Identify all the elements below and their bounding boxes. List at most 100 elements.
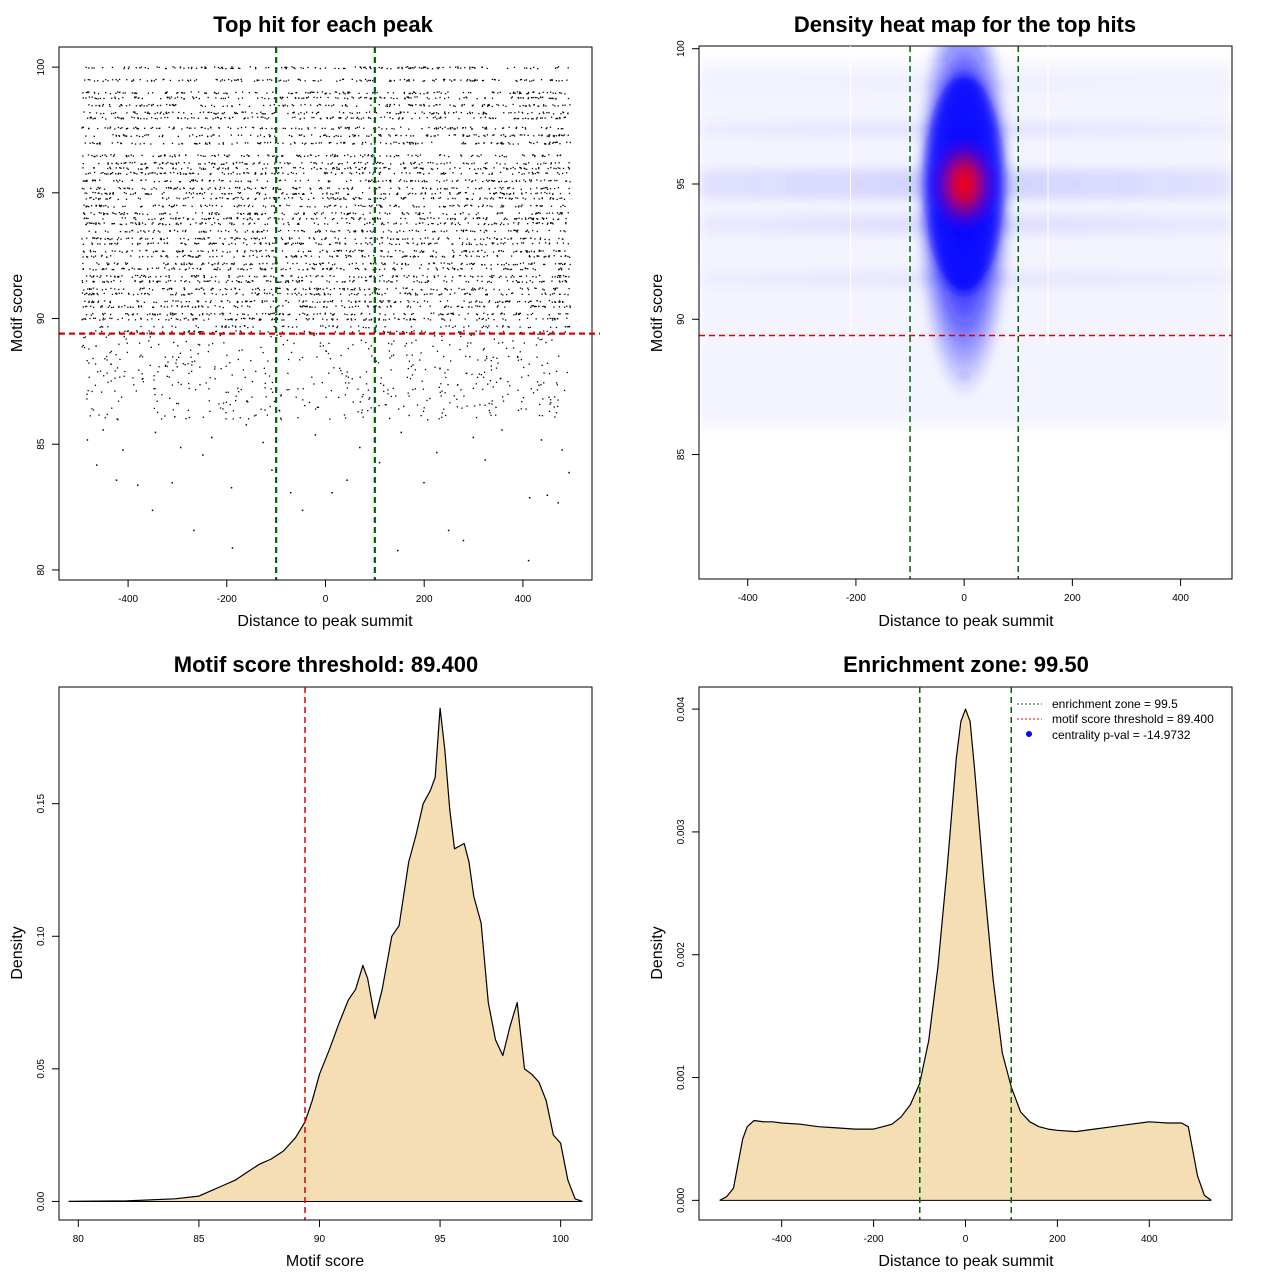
scatter-point xyxy=(173,127,175,129)
scatter-point xyxy=(446,213,448,216)
scatter-point xyxy=(120,238,122,240)
scatter-point xyxy=(135,67,137,69)
scatter-point xyxy=(503,156,505,158)
scatter-point xyxy=(316,168,318,170)
scatter-point xyxy=(390,187,392,189)
scatter-point xyxy=(148,276,150,278)
scatter-point xyxy=(424,281,426,284)
scatter-point xyxy=(301,198,303,201)
scatter-point xyxy=(564,250,566,252)
scatter-point xyxy=(430,197,433,199)
scatter-point xyxy=(564,293,566,295)
scatter-point xyxy=(231,66,233,68)
scatter-point xyxy=(151,188,153,190)
scatter-point xyxy=(200,204,202,206)
scatter-point xyxy=(257,287,259,290)
scatter-point xyxy=(536,222,539,224)
scatter-point xyxy=(376,292,378,294)
scatter-point xyxy=(94,191,96,194)
scatter-point xyxy=(549,134,551,136)
scatter-point xyxy=(272,242,274,244)
scatter-point xyxy=(527,91,530,94)
scatter-point xyxy=(281,96,283,98)
scatter-point xyxy=(355,262,357,264)
scatter-point xyxy=(568,162,570,164)
scatter-point xyxy=(86,205,88,207)
scatter-point xyxy=(126,167,128,169)
scatter-point xyxy=(125,223,128,225)
scatter-point xyxy=(325,230,328,232)
scatter-point xyxy=(367,154,369,157)
scatter-point xyxy=(564,116,566,118)
scatter-point xyxy=(380,116,382,119)
scatter-point xyxy=(454,105,456,107)
scatter-point xyxy=(417,230,420,233)
scatter-point xyxy=(424,229,427,231)
scatter-point xyxy=(261,300,263,302)
scatter-point xyxy=(379,300,381,302)
scatter-point xyxy=(194,306,196,308)
scatter-point xyxy=(393,301,395,304)
scatter-point xyxy=(145,249,147,252)
scatter-point xyxy=(172,314,174,316)
scatter-point xyxy=(276,262,278,264)
scatter-point xyxy=(99,223,101,225)
scatter-point xyxy=(388,105,391,108)
scatter-point xyxy=(403,91,405,94)
scatter-point xyxy=(362,172,364,175)
scatter-point xyxy=(97,80,99,82)
scatter-point xyxy=(551,222,553,224)
scatter-point xyxy=(510,112,512,114)
scatter-point xyxy=(237,276,239,278)
scatter-point xyxy=(532,312,534,315)
scatter-point xyxy=(390,305,392,307)
scatter-point xyxy=(369,262,372,264)
scatter-point xyxy=(344,97,346,99)
scatter-point xyxy=(342,78,345,81)
scatter-point xyxy=(129,193,132,195)
scatter-point xyxy=(171,104,174,106)
scatter-point xyxy=(227,269,230,271)
scatter-point xyxy=(386,67,388,70)
scatter-point xyxy=(362,213,364,216)
scatter-point xyxy=(343,92,345,94)
scatter-point xyxy=(178,111,180,114)
scatter-point xyxy=(556,276,559,279)
scatter-point xyxy=(187,79,189,81)
scatter-point xyxy=(486,255,488,257)
scatter-point xyxy=(400,197,402,199)
scatter-point xyxy=(99,205,102,208)
scatter-point xyxy=(196,267,199,270)
scatter-point xyxy=(513,229,515,231)
scatter-point xyxy=(292,242,294,245)
scatter-point xyxy=(403,167,405,169)
scatter-point xyxy=(396,231,398,233)
scatter-point xyxy=(233,197,235,200)
scatter-point xyxy=(499,155,501,157)
scatter-point xyxy=(512,280,514,283)
scatter-point xyxy=(125,192,127,195)
scatter-point xyxy=(267,154,269,156)
scatter-point xyxy=(367,305,369,307)
scatter-points xyxy=(81,66,571,562)
scatter-point xyxy=(260,231,262,233)
scatter-point xyxy=(379,155,381,157)
scatter-point xyxy=(166,97,169,99)
scatter-point xyxy=(238,288,241,291)
scatter-point xyxy=(383,268,386,270)
scatter-point xyxy=(223,193,226,195)
scatter-point xyxy=(437,68,439,70)
scatter-point xyxy=(450,306,452,308)
scatter-point xyxy=(147,134,150,136)
scatter-point xyxy=(201,193,203,195)
scatter-point xyxy=(212,134,214,136)
scatter-point xyxy=(463,250,465,252)
scatter-point xyxy=(258,142,260,145)
scatter-point xyxy=(360,161,362,164)
scatter-point xyxy=(395,222,397,225)
scatter-point xyxy=(130,255,132,257)
scatter-point xyxy=(215,249,218,252)
scatter-point xyxy=(379,275,381,278)
scatter-point xyxy=(409,67,411,69)
